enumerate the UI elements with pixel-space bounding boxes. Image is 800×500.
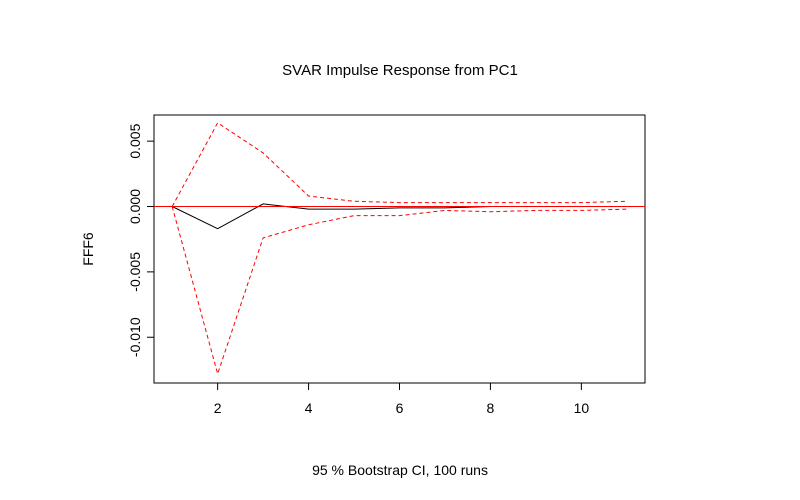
chart-title: SVAR Impulse Response from PC1: [282, 62, 518, 79]
series-line-upper-ci: [171, 122, 627, 207]
x-tick-label: 2: [214, 400, 222, 416]
y-tick-label: 0.005: [127, 123, 143, 158]
x-axis-label: 95 % Bootstrap CI, 100 runs: [312, 462, 488, 478]
x-tick-label: 6: [396, 400, 404, 416]
series-line-lower-ci: [171, 206, 627, 376]
y-axis-label: FFF6: [80, 232, 96, 266]
y-tick-label: 0.000: [127, 189, 143, 224]
y-tick-label: -0.010: [127, 317, 143, 357]
y-tick-label: -0.005: [127, 252, 143, 292]
x-tick-label: 8: [487, 400, 495, 416]
plot-area: 2 4 6 8 10 0.005 0.000 -0.005 -0.010: [127, 114, 646, 416]
x-tick-label: 4: [305, 400, 313, 416]
x-tick-label: 10: [574, 400, 590, 416]
series-line-irf: [171, 203, 627, 230]
